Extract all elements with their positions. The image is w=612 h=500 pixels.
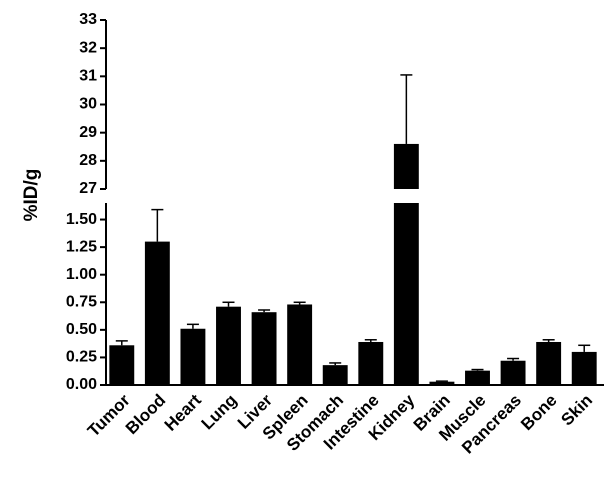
bar xyxy=(251,312,277,385)
y-axis-label: %ID/g xyxy=(21,169,42,222)
y-tick-label: 1.00 xyxy=(66,266,97,283)
bar xyxy=(571,351,597,385)
y-tick-label: 29 xyxy=(79,124,97,141)
bar xyxy=(287,304,313,385)
bar xyxy=(109,345,135,385)
y-tick-label: 1.50 xyxy=(66,211,97,228)
bar-lower xyxy=(393,203,419,385)
y-tick-label: 31 xyxy=(79,68,97,85)
bar xyxy=(216,306,241,385)
bar xyxy=(358,341,384,385)
bar xyxy=(500,360,526,385)
x-tick-label: Bone xyxy=(517,391,560,434)
y-tick-label: 32 xyxy=(79,39,97,56)
y-tick-label: 33 xyxy=(79,11,97,28)
x-tick-label: Tumor xyxy=(84,390,134,440)
y-tick-label: 0.25 xyxy=(66,349,97,366)
bar xyxy=(322,365,348,385)
bar xyxy=(465,370,490,385)
bar xyxy=(429,381,455,385)
y-tick-label: 1.25 xyxy=(66,238,97,255)
x-tick-label: Skin xyxy=(557,391,596,430)
y-tick-label: 27 xyxy=(79,180,97,197)
bar xyxy=(180,328,206,385)
x-tick-label: Lung xyxy=(198,391,241,434)
y-tick-label: 0.00 xyxy=(66,376,97,393)
bar xyxy=(536,341,562,385)
y-tick-label: 0.75 xyxy=(66,293,97,310)
y-tick-label: 28 xyxy=(79,152,97,169)
x-tick-label: Blood xyxy=(122,391,169,438)
bar xyxy=(144,241,170,385)
y-tick-label: 30 xyxy=(79,96,97,113)
y-tick-label: 0.50 xyxy=(66,321,97,338)
bar xyxy=(393,143,419,189)
x-tick-label: Heart xyxy=(161,390,205,434)
